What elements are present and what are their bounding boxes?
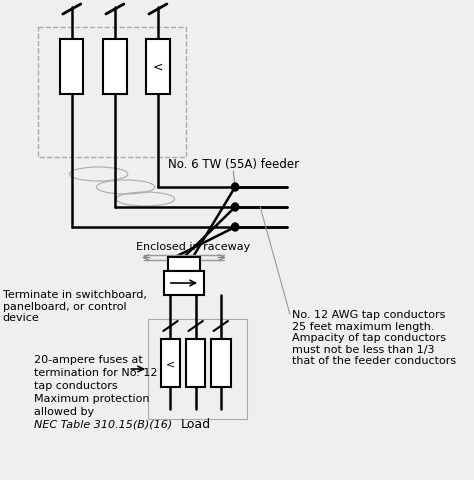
Text: Terminate in switchboard,
panelboard, or control
device: Terminate in switchboard, panelboard, or… [3,289,146,323]
Bar [148,319,247,419]
Text: No. 6 TW (55A) feeder: No. 6 TW (55A) feeder [168,157,299,171]
Text: Maximum protection: Maximum protection [34,393,150,403]
Bar [186,339,206,387]
Text: tap conductors: tap conductors [34,380,118,390]
Bar [146,40,170,95]
Bar [161,339,181,387]
Text: No. 12 AWG tap conductors
25 feet maximum length.
Ampacity of tap conductors
mus: No. 12 AWG tap conductors 25 feet maximu… [292,309,456,366]
Text: Enclosed in raceway: Enclosed in raceway [137,241,251,252]
Circle shape [231,204,239,212]
Circle shape [231,184,239,192]
Circle shape [231,224,239,231]
Bar [60,40,83,95]
Text: Load: Load [181,417,210,430]
Text: <: < [166,358,175,368]
Text: allowed by: allowed by [34,406,94,416]
Bar [168,257,200,271]
Bar [164,271,204,295]
Text: termination for No. 12: termination for No. 12 [34,367,157,377]
Text: <: < [153,61,163,74]
Bar [103,40,127,95]
Bar [38,28,186,157]
Bar [211,339,231,387]
Text: 20-ampere fuses at: 20-ampere fuses at [34,354,143,364]
Text: NEC Table 310.15(B)(16): NEC Table 310.15(B)(16) [34,419,173,429]
